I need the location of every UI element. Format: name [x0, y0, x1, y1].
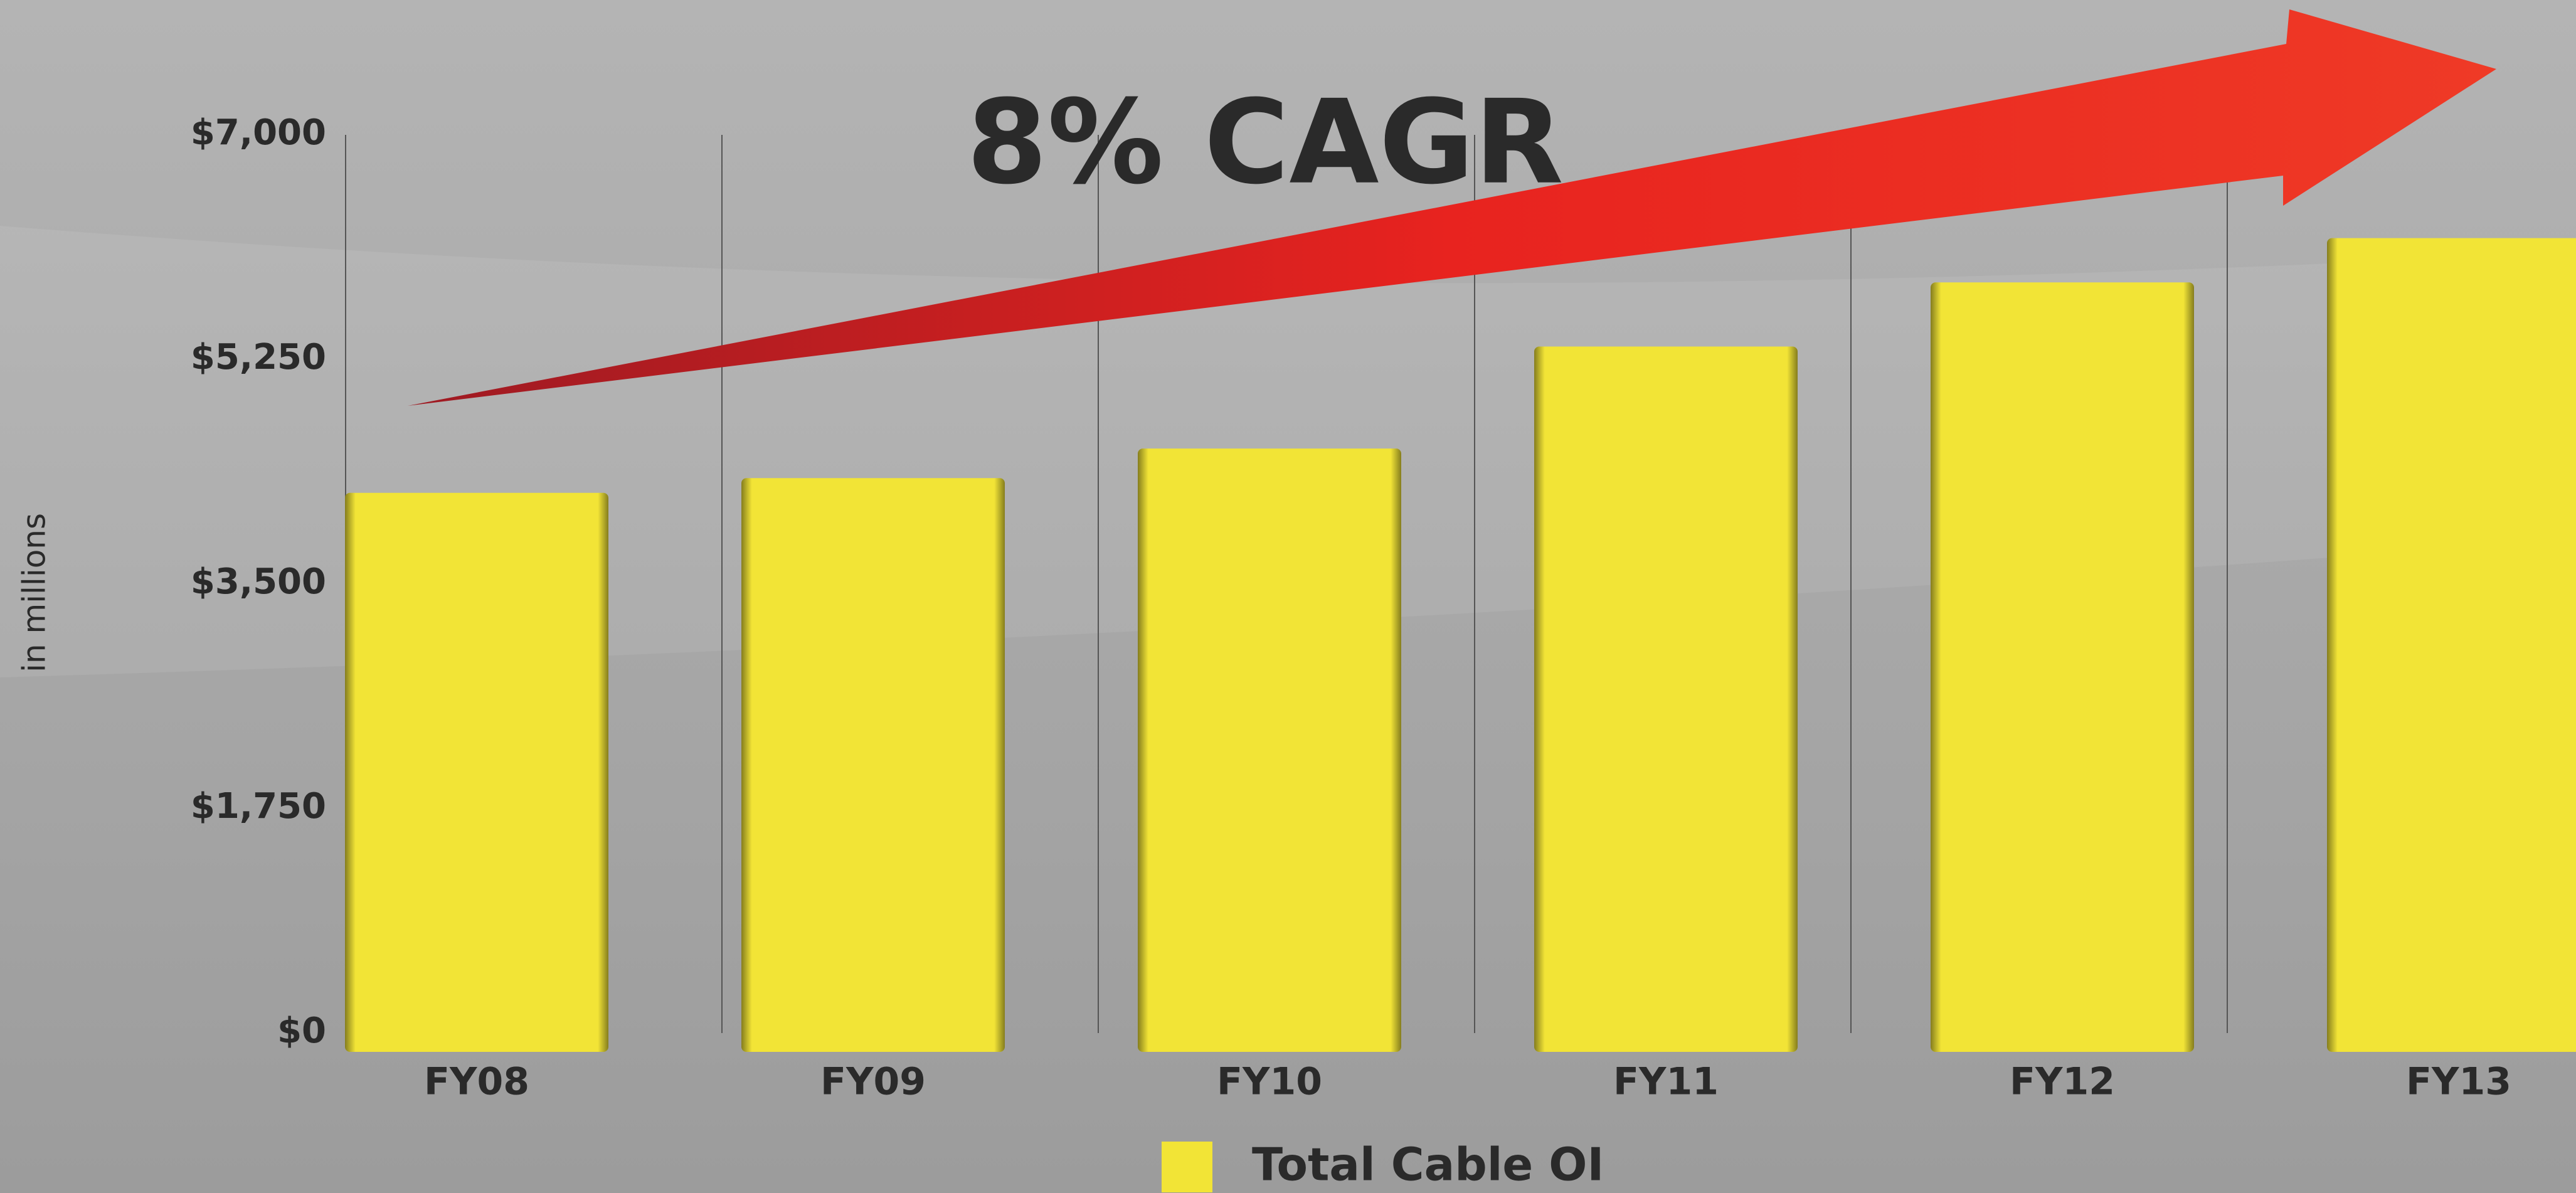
bar-shade: [1138, 448, 1401, 1052]
x-tick-label: FY12: [2010, 1060, 2115, 1104]
x-tick-label: FY09: [820, 1060, 926, 1104]
annotation: 8% CAGR: [967, 75, 1564, 210]
chart: $0 $1,750 $3,500 $5,250 $7,000 FY08 FY09 FY10 FY…: [0, 0, 2576, 1193]
x-tick-label: FY10: [1217, 1060, 1322, 1104]
y-tick-label: $5,250: [191, 337, 326, 378]
legend-swatch: [1162, 1142, 1212, 1192]
bar-shade: [1534, 347, 1798, 1052]
bar-shade: [741, 478, 1005, 1052]
bar-shade: [2327, 238, 2576, 1052]
bar-shade: [345, 493, 608, 1052]
y-tick-label: $1,750: [191, 786, 326, 827]
bar-shade: [1931, 282, 2194, 1052]
y-tick-label: $0: [277, 1010, 326, 1051]
y-tick-label: $3,500: [191, 561, 326, 602]
legend-label: Total Cable OI: [1252, 1138, 1604, 1191]
page: $0 $1,750 $3,500 $5,250 $7,000 FY08 FY09 FY10 FY…: [0, 0, 2576, 1193]
y-tick-label: $7,000: [191, 112, 326, 153]
y-axis-label: in millions: [16, 513, 53, 672]
x-tick-label: FY13: [2406, 1060, 2511, 1104]
x-tick-label: FY11: [1613, 1060, 1719, 1104]
x-tick-label: FY08: [424, 1060, 529, 1104]
